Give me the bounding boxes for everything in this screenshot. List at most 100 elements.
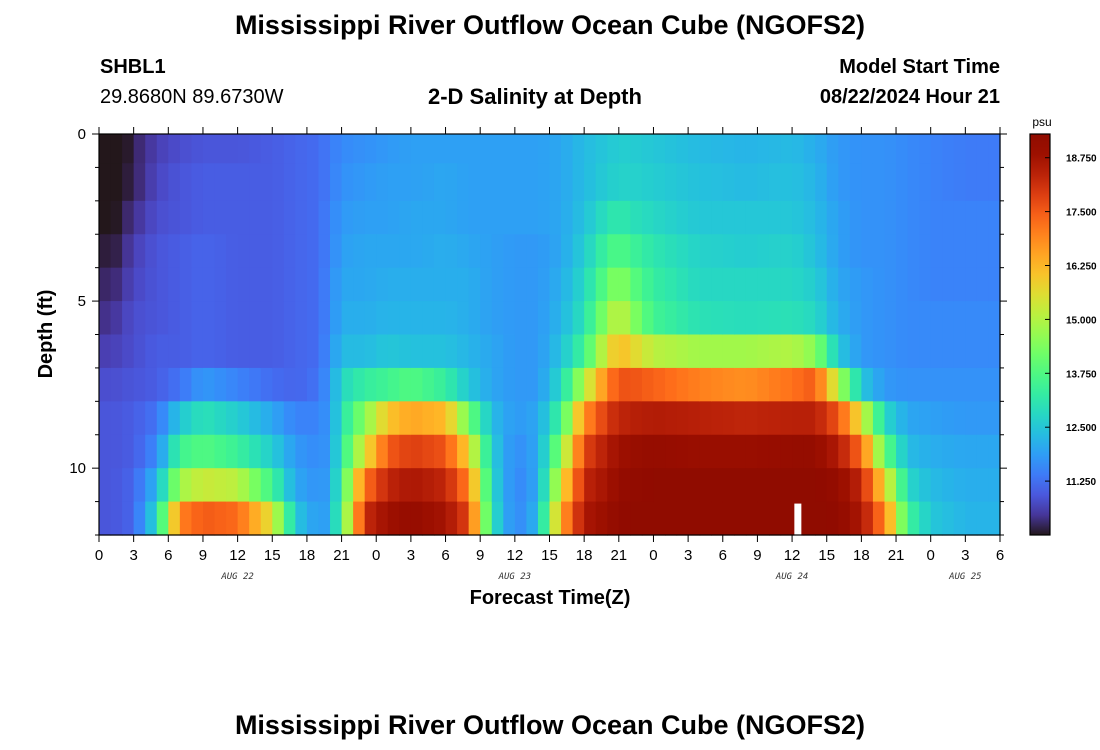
heat-cell [364, 334, 377, 369]
heat-cell [688, 134, 701, 164]
heat-cell [399, 267, 412, 302]
heat-cell [214, 301, 227, 336]
heat-cell [156, 468, 169, 503]
heat-cell [168, 434, 181, 469]
heat-cell [665, 267, 678, 302]
heat-cell [561, 234, 574, 269]
heat-cell [422, 434, 435, 469]
heat-cell [110, 367, 123, 402]
heat-cell [145, 367, 158, 402]
x-tick-label: 3 [684, 547, 692, 564]
heat-cell [491, 301, 504, 336]
heat-cell [364, 401, 377, 436]
heat-cell [110, 134, 123, 164]
heat-cell [780, 401, 793, 436]
heat-cell [376, 401, 389, 436]
heat-cell [306, 163, 320, 202]
heat-cell [503, 401, 516, 436]
heat-cell [768, 401, 782, 436]
heat-cell [641, 468, 655, 503]
heat-cell [341, 334, 354, 369]
heat-cell [249, 200, 262, 235]
heat-cell [122, 234, 135, 269]
heat-cell [780, 434, 793, 469]
x-tick-label: 15 [264, 547, 281, 564]
heat-cell [838, 134, 851, 164]
page-title: Mississippi River Outflow Ocean Cube (NG… [234, 10, 866, 40]
heat-cell [503, 468, 516, 503]
heat-cell [491, 401, 504, 436]
heat-cell [976, 334, 990, 369]
heat-cell [249, 267, 262, 302]
heat-cell [214, 134, 227, 164]
heat-cell [260, 134, 273, 164]
heat-cell [457, 134, 470, 164]
heat-cell [584, 334, 597, 369]
heat-cell [872, 367, 886, 402]
heat-cell [422, 501, 435, 536]
colorbar-tick-label: 11.250 [1066, 477, 1096, 488]
heat-cell [641, 367, 655, 402]
heat-cell [295, 501, 308, 536]
heat-cell [665, 134, 678, 164]
x-tick-label: 9 [476, 547, 484, 564]
heat-cell [653, 267, 666, 302]
heat-cell [226, 267, 239, 302]
heat-cell [618, 200, 631, 235]
heat-cell [145, 163, 158, 202]
heat-cell [191, 434, 204, 469]
heat-cell [641, 434, 655, 469]
heat-cell [988, 367, 1001, 402]
heat-cell [849, 468, 862, 503]
heat-cell [468, 301, 481, 336]
x-axis: 0 3 6 9 12 15 18 21 0 3 6 9 12 15 18 21 0 3 6 9 12 15 18 21 0 3 6 A… [95, 127, 1004, 582]
heat-cell [283, 234, 296, 269]
heat-cell [919, 434, 932, 469]
heat-cell [179, 163, 193, 202]
heat-cell [607, 367, 620, 402]
heat-cell [826, 468, 839, 503]
heat-cell [676, 267, 689, 302]
heat-cell [584, 163, 597, 202]
heat-cell [919, 134, 932, 164]
heat-cell [272, 200, 285, 235]
x-tick-label: 18 [576, 547, 593, 564]
heat-cell [110, 163, 123, 202]
heat-cell [341, 468, 354, 503]
heat-cell [734, 367, 747, 402]
heat-cell [618, 501, 631, 536]
heat-cell [179, 401, 193, 436]
heat-cell [896, 468, 909, 503]
heat-cell [364, 200, 377, 235]
y-tick-label: 10 [69, 460, 86, 477]
heat-cell [433, 163, 447, 202]
heat-cell [283, 200, 296, 235]
heat-cell [861, 301, 874, 336]
heat-cell [526, 234, 539, 269]
heat-cell [341, 267, 354, 302]
heat-cell [179, 234, 193, 269]
heat-cell [318, 200, 331, 235]
heat-cell [861, 334, 874, 369]
heat-cell [572, 234, 585, 269]
heat-cell [768, 301, 782, 336]
heat-cell [410, 501, 424, 536]
heat-cell [792, 468, 805, 503]
heat-cell [330, 234, 343, 269]
heat-cell [815, 163, 828, 202]
heat-cell [699, 134, 712, 164]
heat-cell [457, 334, 470, 369]
heat-cell [295, 267, 308, 302]
heat-cell [179, 200, 193, 235]
heat-cell [595, 401, 608, 436]
heat-cell [318, 434, 331, 469]
heat-cell [699, 334, 712, 369]
heat-cell [410, 301, 424, 336]
heat-cell [260, 301, 273, 336]
heat-cell [503, 234, 516, 269]
heat-cell [249, 134, 262, 164]
heat-cell [399, 334, 412, 369]
y-axis-title: Depth (ft) [35, 290, 57, 379]
heat-cell [872, 200, 886, 235]
heat-cell [468, 200, 481, 235]
